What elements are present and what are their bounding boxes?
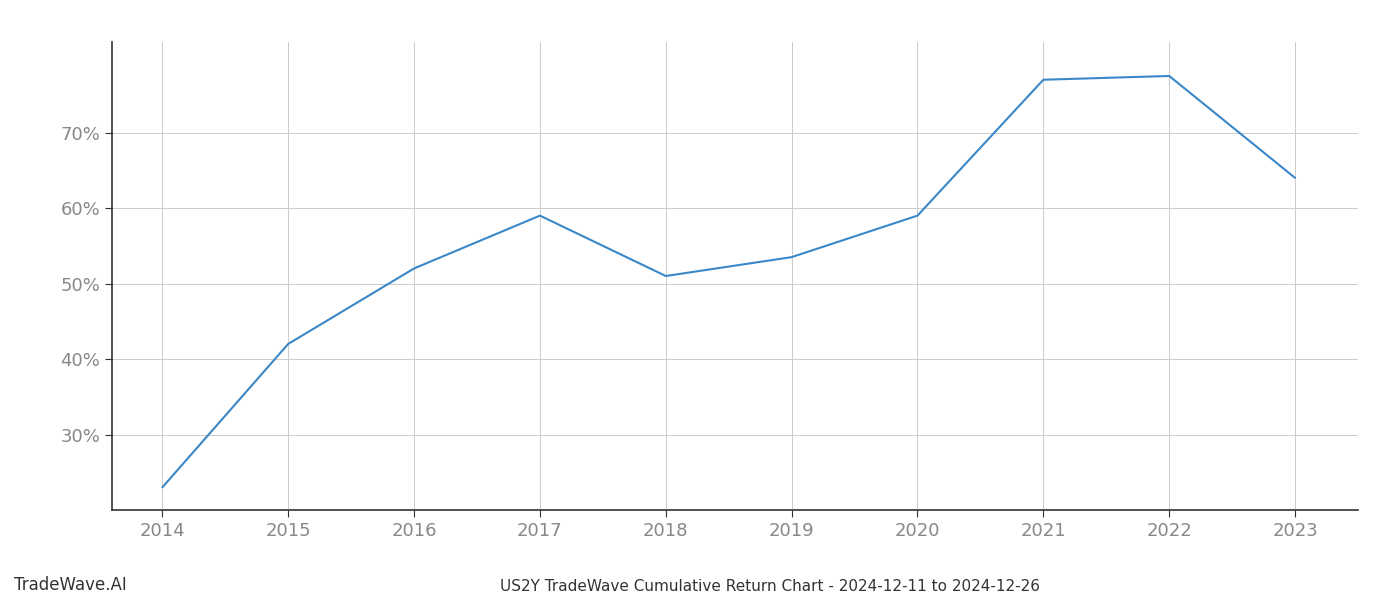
Text: TradeWave.AI: TradeWave.AI (14, 576, 127, 594)
Text: US2Y TradeWave Cumulative Return Chart - 2024-12-11 to 2024-12-26: US2Y TradeWave Cumulative Return Chart -… (500, 579, 1040, 594)
